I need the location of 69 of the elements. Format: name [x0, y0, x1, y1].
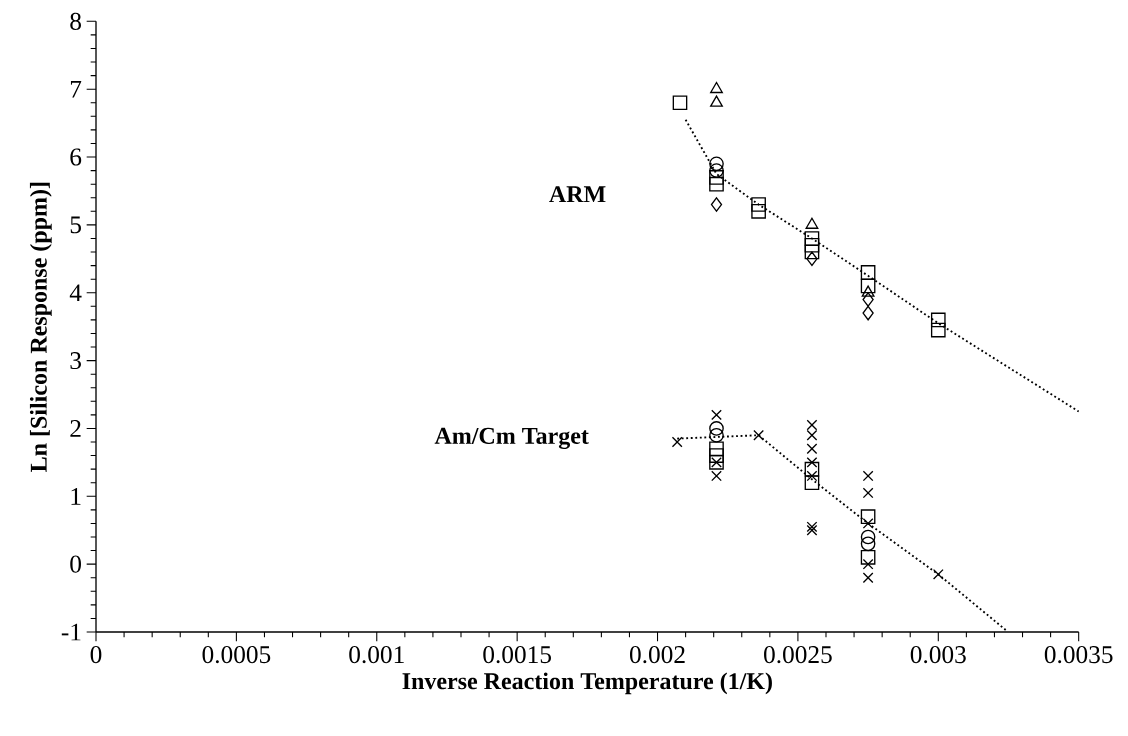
point	[709, 170, 724, 185]
point	[709, 448, 724, 463]
x-tick-label: 0.001	[349, 646, 404, 664]
point	[709, 156, 724, 172]
point	[862, 558, 874, 570]
point	[860, 529, 876, 545]
point	[806, 251, 818, 267]
point	[751, 203, 766, 219]
point	[862, 470, 874, 482]
point	[860, 550, 876, 565]
point	[806, 429, 818, 441]
point	[710, 197, 723, 212]
point	[860, 509, 876, 524]
annotation: Am/Cm Target	[434, 427, 589, 450]
point	[860, 536, 876, 552]
point	[930, 322, 946, 338]
y-tick-label: -1	[61, 623, 81, 641]
x-tick-label: 0.002	[629, 646, 685, 664]
x-tick-label: 0.0015	[483, 646, 551, 664]
point	[804, 475, 820, 491]
point	[862, 305, 874, 321]
x-axis-title: Inverse Reaction Temperature (1/K)	[402, 672, 772, 695]
point	[804, 231, 820, 246]
point	[710, 95, 723, 107]
y-axis-title: Ln [Silicon Response (ppm)]	[29, 182, 52, 472]
point	[932, 568, 944, 580]
x-tick-label: 0	[90, 646, 102, 664]
point	[753, 429, 764, 441]
x-tick-label: 0.003	[910, 646, 966, 664]
point	[709, 427, 724, 443]
point	[930, 312, 946, 328]
y-tick-label: 6	[70, 148, 82, 166]
point	[861, 285, 875, 297]
y-tick-label: 2	[70, 420, 81, 437]
point	[804, 461, 820, 477]
line-series	[684, 118, 1080, 413]
point	[862, 487, 874, 499]
point	[860, 265, 876, 280]
x-tick-label: 0.0025	[764, 646, 832, 664]
point	[806, 456, 818, 468]
point	[709, 163, 724, 178]
x-tick-label: 0.0035	[1044, 646, 1113, 664]
point	[710, 81, 723, 94]
y-tick-label: 1	[71, 487, 81, 505]
y-tick-label: 8	[70, 12, 81, 30]
x-tick-label: 0.0005	[202, 646, 271, 664]
y-tick-label: 0	[70, 555, 81, 573]
point	[671, 436, 683, 448]
annotation: ARM	[549, 186, 606, 203]
point	[709, 421, 724, 436]
point	[751, 197, 766, 212]
point	[672, 95, 688, 111]
point	[711, 470, 722, 482]
point	[862, 292, 874, 307]
point	[806, 443, 818, 455]
point	[860, 278, 876, 294]
point	[709, 176, 724, 192]
y-tick-label: 4	[69, 284, 82, 302]
point	[804, 244, 820, 260]
y-tick-label: 5	[70, 216, 81, 234]
point	[806, 419, 818, 431]
point	[862, 572, 874, 584]
point	[862, 518, 874, 529]
point	[806, 470, 818, 482]
point	[804, 237, 820, 253]
point	[805, 217, 819, 229]
y-tick-label: 7	[70, 80, 82, 98]
y-tick-label: 3	[70, 352, 81, 370]
point	[711, 409, 722, 421]
